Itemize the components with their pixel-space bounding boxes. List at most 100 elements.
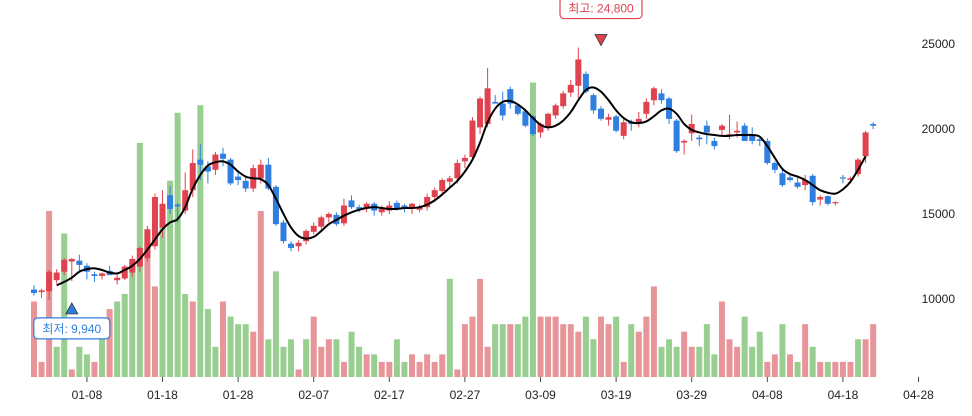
candle-body — [839, 177, 846, 179]
volume-bar — [106, 309, 113, 377]
volume-bar — [61, 233, 68, 377]
volume-bar — [439, 354, 446, 377]
candle-body — [567, 84, 574, 93]
x-tick-label: 04-08 — [752, 388, 783, 402]
candle-body — [605, 117, 612, 120]
candle-body — [688, 123, 695, 134]
candle-body — [613, 116, 620, 131]
volume-bar — [68, 369, 75, 377]
low-marker-icon — [65, 302, 79, 315]
x-tick-label: 01-08 — [72, 388, 103, 402]
volume-bar — [711, 354, 718, 377]
candle-body — [764, 140, 771, 164]
high-callout-label: 최고: 24,800 — [568, 2, 634, 16]
candle-body — [409, 203, 415, 208]
high-marker-icon — [594, 34, 608, 47]
candle — [870, 122, 877, 130]
volume-bar — [159, 226, 166, 377]
volume-bar — [598, 316, 604, 377]
volume-bar — [666, 339, 673, 377]
x-tick-label: 01-28 — [223, 388, 254, 402]
candle — [144, 225, 151, 262]
candle-body — [749, 135, 756, 141]
candle-body — [673, 120, 680, 152]
candle — [31, 285, 37, 296]
candles — [31, 47, 877, 300]
candle-body — [265, 164, 272, 189]
volume-bar — [220, 301, 226, 377]
volume-bar — [31, 301, 37, 377]
volume-bar — [469, 316, 476, 377]
candle-body — [257, 164, 264, 179]
volume-bar — [386, 361, 393, 377]
volume-bar — [809, 346, 816, 377]
candle-body — [295, 242, 302, 247]
candle — [590, 93, 597, 114]
candle — [356, 204, 363, 213]
volume-bar — [272, 271, 279, 377]
candle — [492, 95, 499, 104]
candle — [718, 123, 725, 136]
candle — [787, 174, 793, 182]
volume-bar — [303, 339, 310, 377]
volume-bar — [590, 339, 597, 377]
x-tick-label: 03-19 — [601, 388, 632, 402]
y-axis: 25000 20000 15000 10000 — [922, 37, 956, 306]
candle — [53, 269, 60, 284]
volume-bar — [235, 324, 242, 377]
candle — [461, 154, 468, 169]
candle — [839, 174, 846, 184]
volume-bar — [787, 354, 793, 377]
candle — [61, 258, 68, 276]
candle-body — [272, 186, 279, 225]
candle-body — [280, 222, 287, 242]
candle — [824, 195, 831, 206]
candle-body — [68, 258, 75, 262]
candle — [507, 86, 514, 109]
volume-bar — [257, 210, 264, 377]
volume-bar — [114, 301, 121, 377]
volume-bar — [802, 324, 809, 377]
candle — [46, 270, 53, 300]
volume-bar — [703, 324, 710, 377]
candle-body — [348, 200, 355, 208]
candle — [794, 176, 801, 189]
volume-bar — [250, 331, 257, 377]
candle — [371, 202, 378, 216]
candle-body — [378, 208, 385, 213]
candle — [38, 288, 45, 299]
candle — [121, 264, 128, 281]
candle — [325, 212, 332, 223]
volume-bars — [31, 82, 877, 378]
candle — [575, 47, 582, 99]
candle — [340, 198, 347, 226]
volume-bar — [658, 346, 665, 377]
x-tick-label: 02-27 — [450, 388, 481, 402]
candle-body — [220, 153, 226, 159]
volume-bar — [454, 369, 461, 377]
candle-body — [817, 196, 824, 200]
volume-bar — [174, 112, 181, 377]
candle-body — [53, 272, 60, 281]
candle — [220, 147, 226, 167]
candle-body — [824, 196, 831, 204]
candle-body — [424, 196, 431, 208]
candle — [832, 201, 839, 206]
volume-bar — [167, 180, 174, 377]
candle-body — [499, 103, 506, 116]
candle-body — [681, 140, 688, 143]
candle — [99, 272, 106, 280]
volume-bar — [242, 324, 249, 377]
candle-body — [529, 116, 536, 135]
candle-body — [182, 190, 189, 211]
volume-bar — [151, 286, 158, 377]
candle-body — [832, 202, 839, 204]
volume-bar — [424, 354, 431, 377]
y-tick-label: 20000 — [922, 122, 956, 136]
candle-body — [771, 163, 778, 170]
candle — [764, 138, 771, 165]
candle-body — [431, 190, 438, 197]
volume-bar — [771, 354, 778, 377]
candle-body — [802, 180, 809, 186]
